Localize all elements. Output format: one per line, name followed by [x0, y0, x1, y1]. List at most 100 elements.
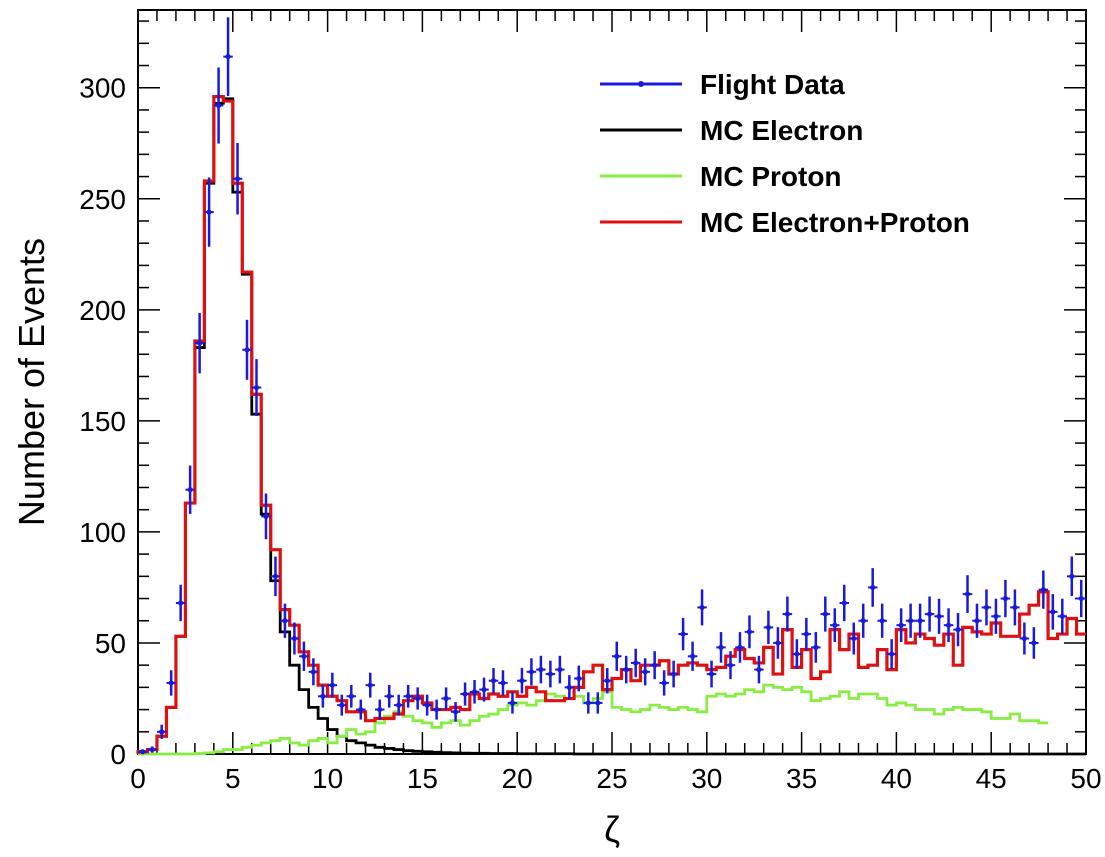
data-point [1012, 604, 1018, 611]
data-point [1040, 587, 1046, 593]
data-point [481, 686, 487, 693]
data-point [424, 702, 430, 708]
flight-data-points [138, 17, 1086, 755]
x-tick-label: 5 [225, 763, 241, 794]
legend-label: Flight Data [700, 69, 845, 100]
data-point [490, 678, 497, 684]
data-point [889, 651, 895, 657]
mc-proton-step-line [138, 683, 1049, 756]
legend-label: MC Electron+Proton [700, 207, 970, 238]
data-point [415, 695, 421, 702]
data-point [500, 680, 506, 686]
x-tick-label: 20 [502, 763, 533, 794]
data-point [291, 635, 298, 642]
x-axis-title: ζ [604, 809, 620, 850]
data-point [832, 622, 838, 628]
data-point [282, 618, 288, 624]
data-point [547, 671, 553, 677]
x-tick-label: 30 [691, 763, 722, 794]
data-point [320, 693, 326, 699]
data-point [509, 700, 516, 706]
data-point [689, 653, 696, 659]
data-point [860, 618, 866, 624]
data-point [471, 689, 478, 695]
data-point [708, 671, 715, 677]
x-tick-label: 25 [596, 763, 627, 794]
mc-electron-proton-step-line [136, 95, 1086, 754]
x-tick-label: 35 [786, 763, 817, 794]
data-point [187, 487, 193, 493]
data-point [680, 631, 686, 637]
data-point [301, 653, 307, 659]
data-point [367, 682, 373, 688]
y-tick-label: 150 [79, 406, 126, 437]
y-tick-label: 250 [79, 184, 126, 215]
data-point [974, 618, 980, 624]
y-tick-label: 0 [110, 739, 126, 770]
x-tick-label: 0 [130, 763, 146, 794]
data-point [964, 591, 971, 597]
data-point [623, 667, 629, 673]
data-point [1050, 609, 1056, 615]
data-point [396, 702, 402, 708]
legend-marker [638, 81, 644, 87]
data-point [215, 102, 222, 109]
x-tick-label: 50 [1070, 763, 1101, 794]
data-point [604, 678, 610, 684]
data-point [386, 693, 392, 699]
legend: Flight Data MC Electron MC Proton MC Electr… [600, 69, 970, 238]
data-point [784, 611, 790, 617]
data-point [263, 513, 269, 519]
data-point [538, 667, 544, 673]
data-point [434, 706, 440, 713]
y-tick-label: 300 [79, 73, 126, 104]
y-axis-ticks: 0 50 100 150 200 250 300 [79, 20, 1086, 770]
data-point [870, 584, 876, 591]
data-point [1078, 595, 1084, 602]
data-point [926, 611, 933, 617]
mc-electron-step-line [136, 97, 1086, 756]
x-axis-ticks: 0 5 10 15 20 25 30 35 40 45 50 [130, 10, 1102, 794]
data-point [1069, 573, 1075, 579]
data-point [813, 644, 819, 650]
data-point [917, 618, 923, 624]
x-tick-label: 15 [407, 763, 438, 794]
data-point [358, 706, 364, 713]
data-point [727, 662, 734, 668]
data-point [462, 691, 468, 697]
data-point [253, 384, 260, 391]
x-tick-label: 45 [976, 763, 1007, 794]
data-point [671, 671, 677, 677]
data-point [936, 613, 942, 619]
data-point [576, 675, 582, 682]
data-point [699, 604, 705, 611]
data-point [794, 651, 800, 657]
data-point [595, 700, 601, 706]
data-point [159, 729, 165, 735]
data-point [1031, 640, 1037, 646]
data-point [993, 613, 999, 619]
data-point [405, 693, 411, 699]
data-point [244, 347, 250, 353]
data-point [329, 682, 335, 688]
data-point [765, 624, 772, 631]
data-point [756, 667, 762, 673]
data-point [614, 653, 620, 659]
data-point [652, 662, 658, 668]
data-point [803, 631, 809, 637]
data-point [1021, 635, 1027, 642]
data-point [566, 684, 572, 690]
data-point [557, 667, 563, 673]
data-point [528, 669, 535, 675]
y-tick-label: 200 [79, 295, 126, 326]
data-point [633, 660, 639, 666]
data-point [822, 611, 828, 617]
data-point [234, 176, 241, 182]
y-axis-title: Number of Events [11, 238, 52, 526]
data-point [149, 746, 155, 753]
data-point [898, 622, 904, 628]
data-point [841, 600, 847, 606]
data-point [851, 635, 857, 642]
data-point [955, 627, 961, 633]
